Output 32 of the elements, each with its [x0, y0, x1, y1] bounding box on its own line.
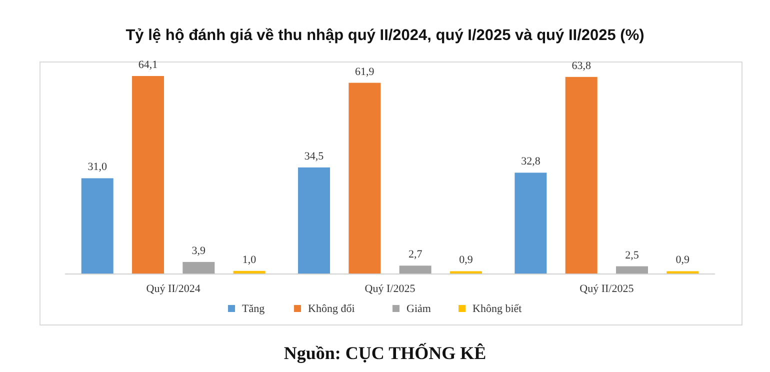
data-label: 0,9	[676, 254, 690, 266]
bar	[182, 262, 215, 274]
x-tick-label: Quý II/2024	[146, 283, 201, 295]
bar	[399, 266, 432, 274]
bar	[298, 167, 330, 274]
legend-label: Không đổi	[308, 303, 355, 315]
data-label: 34,5	[304, 150, 324, 162]
data-label: 63,8	[572, 60, 592, 72]
x-tick-label: Quý II/2025	[580, 283, 634, 295]
text: Nguồn: CỤC THỐNG KÊ	[284, 342, 486, 363]
legend-label: Tăng	[242, 303, 266, 315]
bar	[514, 172, 547, 274]
data-label: 3,9	[192, 244, 206, 257]
bar	[666, 271, 699, 274]
data-label: 0,9	[459, 254, 474, 266]
bar	[565, 76, 598, 274]
bar	[348, 82, 381, 274]
data-label: 1,0	[242, 254, 257, 266]
legend-label: Giảm	[406, 303, 432, 315]
data-label: 61,9	[355, 66, 375, 78]
legend-label: Không biết	[472, 303, 522, 315]
bar	[132, 76, 164, 274]
bar	[81, 178, 114, 274]
data-label: 2,5	[625, 249, 640, 262]
data-label: 2,7	[408, 248, 423, 261]
data-label: 64,1	[138, 59, 158, 71]
data-label: 32,8	[521, 156, 541, 168]
bar	[450, 271, 482, 274]
bar	[616, 266, 648, 274]
chart-title: Tỷ lệ hộ đánh giá về thu nhập quý II/2024, quý I/2025 và quý II/2025 (%)	[126, 27, 644, 44]
x-tick-label: Quý I/2025	[364, 283, 416, 295]
data-label: 31,0	[88, 161, 108, 174]
